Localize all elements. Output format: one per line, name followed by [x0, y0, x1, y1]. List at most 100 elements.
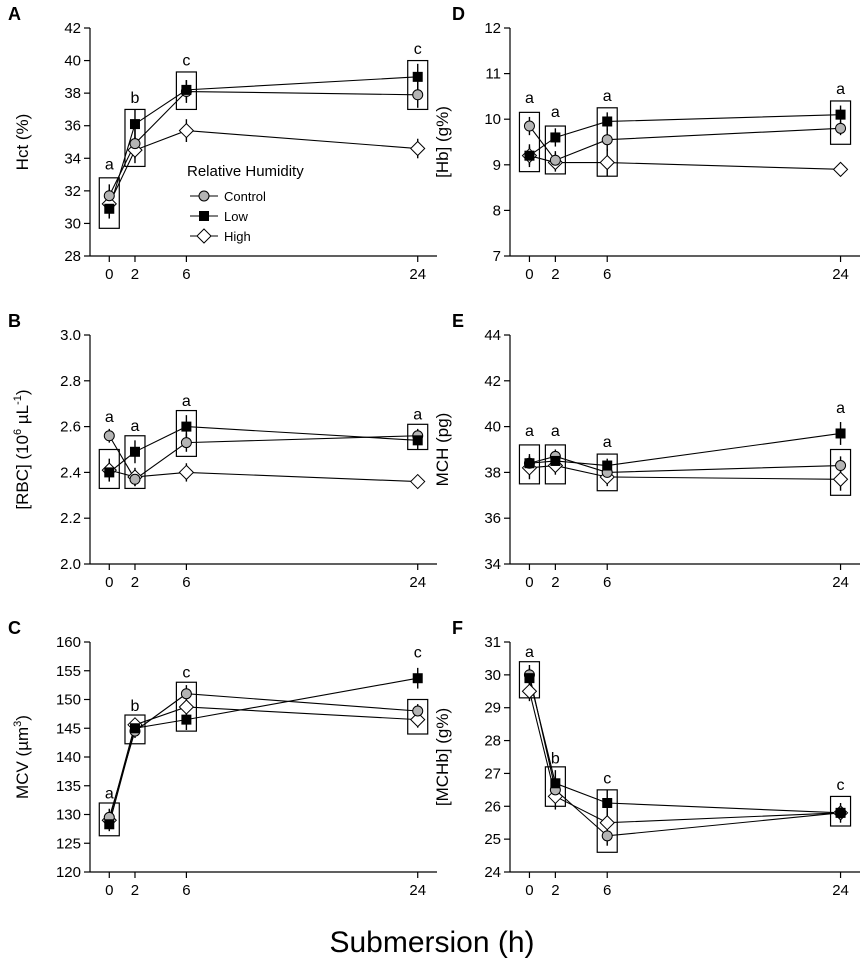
- significance-box: [407, 59, 429, 111]
- series-line-high: [529, 464, 841, 480]
- significance-letter: c: [182, 665, 190, 682]
- y-tick-label: 130: [56, 807, 81, 824]
- significance-box: [98, 802, 120, 837]
- significance-letter: a: [603, 434, 612, 451]
- point-high: [178, 122, 195, 139]
- point-high: [410, 473, 426, 490]
- significance-box: [407, 698, 429, 735]
- significance-box: [175, 681, 197, 732]
- y-axis-label: [MCHb] (g%): [433, 708, 452, 806]
- significance-box: [544, 444, 566, 485]
- point-control: [180, 688, 192, 700]
- series-line-high: [109, 469, 418, 483]
- x-tick-label: 2: [551, 574, 559, 591]
- significance-letter: c: [837, 777, 845, 794]
- point-control: [601, 830, 613, 842]
- x-tick-label: 0: [105, 574, 113, 591]
- y-tick-label: 40: [484, 419, 501, 436]
- significance-letter: a: [413, 407, 422, 424]
- point-low: [524, 458, 535, 469]
- y-axis-label-sup: 3: [12, 721, 24, 727]
- series-line-control: [108, 90, 418, 196]
- series-line-high: [108, 130, 418, 205]
- point-high: [410, 140, 426, 157]
- y-tick-label: 135: [56, 778, 81, 795]
- y-tick-label: 44: [484, 327, 501, 344]
- panel-letter: E: [452, 311, 464, 331]
- significance-letter: a: [131, 418, 140, 435]
- significance-box: [544, 125, 566, 175]
- panel-letter: B: [8, 311, 21, 331]
- x-tick-label: 24: [832, 882, 849, 899]
- significance-letter: a: [525, 644, 534, 661]
- point-low: [524, 673, 535, 684]
- point-high: [599, 154, 615, 171]
- y-tick-label: 32: [64, 183, 81, 200]
- y-tick-label: 28: [64, 248, 81, 265]
- point-control: [835, 122, 847, 134]
- series-line-low: [108, 426, 418, 473]
- x-tick-label: 0: [525, 882, 533, 899]
- y-tick-label: 38: [484, 464, 501, 481]
- x-tick-label: 6: [182, 266, 190, 283]
- point-high: [178, 699, 195, 715]
- x-tick-label: 0: [105, 266, 113, 283]
- point-control: [523, 120, 535, 132]
- point-low: [104, 467, 115, 478]
- significance-letter: c: [414, 41, 422, 58]
- panel-b: 2.02.22.42.62.83.00 2 6 24B[RBC] (106 µL-1)…: [8, 311, 437, 591]
- series-line-low: [528, 678, 841, 814]
- y-tick-label: 160: [56, 634, 81, 651]
- significance-letter: c: [414, 645, 422, 662]
- legend-marker-high: [196, 228, 212, 244]
- y-tick-label: 3.0: [60, 327, 81, 344]
- significance-box: [518, 444, 541, 485]
- point-control: [129, 473, 141, 485]
- y-axis-label-end: ): [13, 389, 32, 395]
- point-low: [181, 421, 192, 432]
- significance-letter: a: [525, 90, 534, 107]
- point-low: [550, 455, 561, 466]
- point-control: [129, 138, 141, 150]
- significance-letter: a: [836, 400, 845, 417]
- significance-box: [124, 714, 146, 745]
- x-tick-label: 2: [131, 574, 139, 591]
- point-high: [521, 683, 538, 699]
- y-tick-label: 42: [64, 20, 81, 37]
- y-tick-label: 7: [493, 248, 501, 265]
- panel-c: 120 125 130 135 140 145 150 155 160 0 2 6 24 C MCV (µm…: [8, 618, 437, 899]
- y-tick-label: 120: [56, 864, 81, 881]
- significance-letter: a: [105, 409, 114, 426]
- point-low: [181, 84, 192, 95]
- point-low: [412, 71, 423, 82]
- x-tick-label: 6: [603, 882, 611, 899]
- y-axis-label: MCH (pg): [433, 413, 452, 487]
- point-high: [832, 161, 849, 178]
- point-low: [412, 435, 423, 446]
- significance-letter: a: [603, 88, 612, 105]
- point-control: [412, 705, 424, 717]
- series-line-control: [528, 674, 841, 837]
- series-line-control: [108, 435, 418, 481]
- y-tick-label: 30: [64, 215, 81, 232]
- y-tick-label: 36: [484, 510, 501, 527]
- y-tick-label: 10: [484, 111, 501, 128]
- significance-box: [829, 448, 852, 496]
- significance-box: [829, 795, 852, 827]
- panel-letter: C: [8, 618, 21, 638]
- point-low: [550, 778, 561, 789]
- point-control: [180, 437, 192, 449]
- significance-letter: c: [603, 770, 611, 787]
- y-tick-label: 12: [484, 20, 501, 37]
- y-axis-label-mid: µL: [13, 405, 32, 429]
- legend-label: Control: [224, 189, 266, 204]
- y-axis-label-end: ): [13, 715, 32, 721]
- x-tick-label: 0: [525, 574, 533, 591]
- y-tick-label: 30: [484, 667, 501, 684]
- x-tick-label: 2: [551, 266, 559, 283]
- significance-letter: a: [182, 393, 191, 410]
- series-line-control: [108, 693, 418, 818]
